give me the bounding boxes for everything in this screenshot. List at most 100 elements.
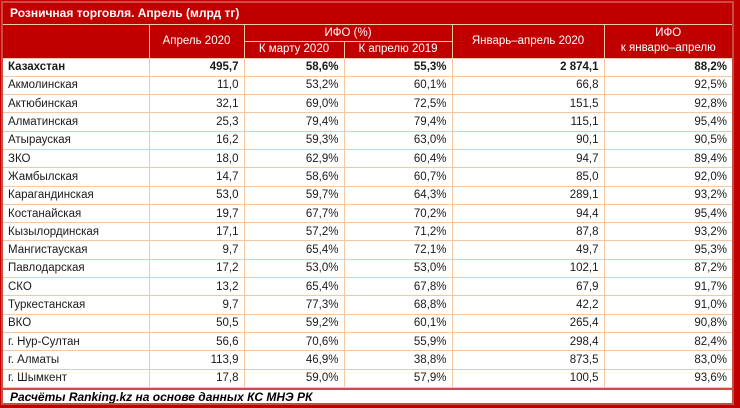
region-cell: Костанайская: [3, 203, 150, 224]
to_april-cell: 64,3%: [343, 185, 453, 205]
april-cell: 113,9: [148, 350, 245, 370]
ifo-cell: 95,4%: [603, 203, 732, 224]
region-cell: г. Шымкент: [3, 368, 150, 388]
table-row: г. Шымкент 17,8 59,0% 57,9% 100,5 93,6%: [3, 368, 732, 388]
jan_apr-cell: 49,7: [451, 240, 605, 260]
april-cell: 9,7: [148, 295, 245, 315]
to_april-cell: 55,3%: [343, 57, 453, 77]
region-cell: Мангистауская: [3, 240, 150, 260]
column-header-to-april-2019: К апрелю 2019: [343, 40, 453, 59]
table-row: Актюбинская 32,1 69,0% 72,5% 151,5 92,8%: [3, 94, 732, 114]
april-cell: 50,5: [148, 313, 245, 333]
table-row: г. Нур-Султан 56,6 70,6% 55,9% 298,4 82,4%: [3, 331, 732, 352]
to_april-cell: 38,8%: [343, 350, 453, 370]
ifo-cell: 87,2%: [603, 258, 732, 279]
jan_apr-cell: 102,1: [451, 258, 605, 279]
to_april-cell: 53,0%: [343, 258, 453, 279]
to_april-cell: 55,9%: [343, 331, 453, 352]
to_april-cell: 72,5%: [343, 94, 453, 114]
column-header-to-march-2020: К марту 2020: [244, 40, 345, 59]
to_march-cell: 65,4%: [243, 240, 345, 260]
jan_apr-cell: 100,5: [451, 368, 605, 388]
april-cell: 495,7: [148, 57, 245, 77]
table-row: ВКО 50,5 59,2% 60,1% 265,4 90,8%: [3, 313, 732, 333]
data-table: Апрель 2020 ИФО (%) Январь–апрель 2020 И…: [3, 25, 732, 388]
ifo-cell: 90,5%: [603, 130, 732, 150]
ifo-cell: 88,2%: [603, 57, 732, 77]
ifo-cell: 83,0%: [603, 350, 732, 370]
to_march-cell: 77,3%: [243, 295, 345, 315]
region-cell: Кызылординская: [3, 222, 150, 242]
region-column-header: [3, 25, 150, 59]
ifo-cell: 82,4%: [603, 331, 732, 352]
ifo-cell: 93,2%: [603, 222, 732, 242]
to_april-cell: 68,8%: [343, 295, 453, 315]
table-row: СКО 13,2 65,4% 67,8% 67,9 91,7%: [3, 277, 732, 297]
april-cell: 32,1: [148, 94, 245, 114]
jan_apr-cell: 85,0: [451, 167, 605, 187]
ifo-cell: 92,5%: [603, 75, 732, 96]
ifo-cell: 91,7%: [603, 277, 732, 297]
to_march-cell: 59,2%: [243, 313, 345, 333]
ifo-cell: 95,4%: [603, 112, 732, 132]
april-cell: 17,1: [148, 222, 245, 242]
table-row: Мангистауская 9,7 65,4% 72,1% 49,7 95,3%: [3, 240, 732, 260]
ifo-cell: 91,0%: [603, 295, 732, 315]
jan_apr-cell: 265,4: [451, 313, 605, 333]
jan_apr-cell: 2 874,1: [451, 57, 605, 77]
to_march-cell: 59,3%: [243, 130, 345, 150]
table-body: Казахстан 495,7 58,6% 55,3% 2 874,1 88,2% Акмо…: [3, 57, 732, 388]
to_march-cell: 79,4%: [243, 112, 345, 132]
region-cell: СКО: [3, 277, 150, 297]
to_april-cell: 57,9%: [343, 368, 453, 388]
to_march-cell: 69,0%: [243, 94, 345, 114]
to_march-cell: 58,6%: [243, 57, 345, 77]
table-row: Алматинская 25,3 79,4% 79,4% 115,1 95,4%: [3, 112, 732, 132]
april-cell: 18,0: [148, 148, 245, 169]
april-cell: 17,2: [148, 258, 245, 279]
table-row: Павлодарская 17,2 53,0% 53,0% 102,1 87,2%: [3, 258, 732, 279]
to_april-cell: 70,2%: [343, 203, 453, 224]
table-row: ЗКО 18,0 62,9% 60,4% 94,7 89,4%: [3, 148, 732, 169]
april-cell: 53,0: [148, 185, 245, 205]
region-cell: Карагандинская: [3, 185, 150, 205]
jan_apr-cell: 298,4: [451, 331, 605, 352]
table-row: Кызылординская 17,1 57,2% 71,2% 87,8 93,2%: [3, 222, 732, 242]
to_march-cell: 57,2%: [243, 222, 345, 242]
jan_apr-cell: 67,9: [451, 277, 605, 297]
april-cell: 19,7: [148, 203, 245, 224]
table-row: Туркестанская 9,7 77,3% 68,8% 42,2 91,0%: [3, 295, 732, 315]
april-cell: 13,2: [148, 277, 245, 297]
april-cell: 9,7: [148, 240, 245, 260]
region-cell: Акмолинская: [3, 75, 150, 96]
to_march-cell: 59,7%: [243, 185, 345, 205]
to_april-cell: 71,2%: [343, 222, 453, 242]
jan_apr-cell: 115,1: [451, 112, 605, 132]
ifo-cell: 90,8%: [603, 313, 732, 333]
jan_apr-cell: 66,8: [451, 75, 605, 96]
april-cell: 16,2: [148, 130, 245, 150]
ifo-cell: 89,4%: [603, 148, 732, 169]
to_march-cell: 62,9%: [243, 148, 345, 169]
jan_apr-cell: 873,5: [451, 350, 605, 370]
to_march-cell: 65,4%: [243, 277, 345, 297]
jan_apr-cell: 90,1: [451, 130, 605, 150]
to_april-cell: 60,7%: [343, 167, 453, 187]
table-row: Жамбылская 14,7 58,6% 60,7% 85,0 92,0%: [3, 167, 732, 187]
to_march-cell: 53,2%: [243, 75, 345, 96]
to_april-cell: 60,1%: [343, 313, 453, 333]
jan_apr-cell: 94,4: [451, 203, 605, 224]
source-note: Расчёты Ranking.kz на основе данных КС М…: [3, 387, 732, 403]
table-header: Апрель 2020 ИФО (%) Январь–апрель 2020 И…: [3, 25, 732, 59]
region-cell: ЗКО: [3, 148, 150, 169]
region-cell: Туркестанская: [3, 295, 150, 315]
to_april-cell: 67,8%: [343, 277, 453, 297]
ifo-header-line1: ИФО: [655, 27, 682, 40]
jan_apr-cell: 289,1: [451, 185, 605, 205]
region-cell: Актюбинская: [3, 94, 150, 114]
region-cell: ВКО: [3, 313, 150, 333]
column-header-ifo-group: ИФО (%): [243, 25, 453, 42]
april-cell: 17,8: [148, 368, 245, 388]
table-title: Розничная торговля. Апрель (млрд тг): [3, 3, 732, 25]
region-cell: Атырауская: [3, 130, 150, 150]
